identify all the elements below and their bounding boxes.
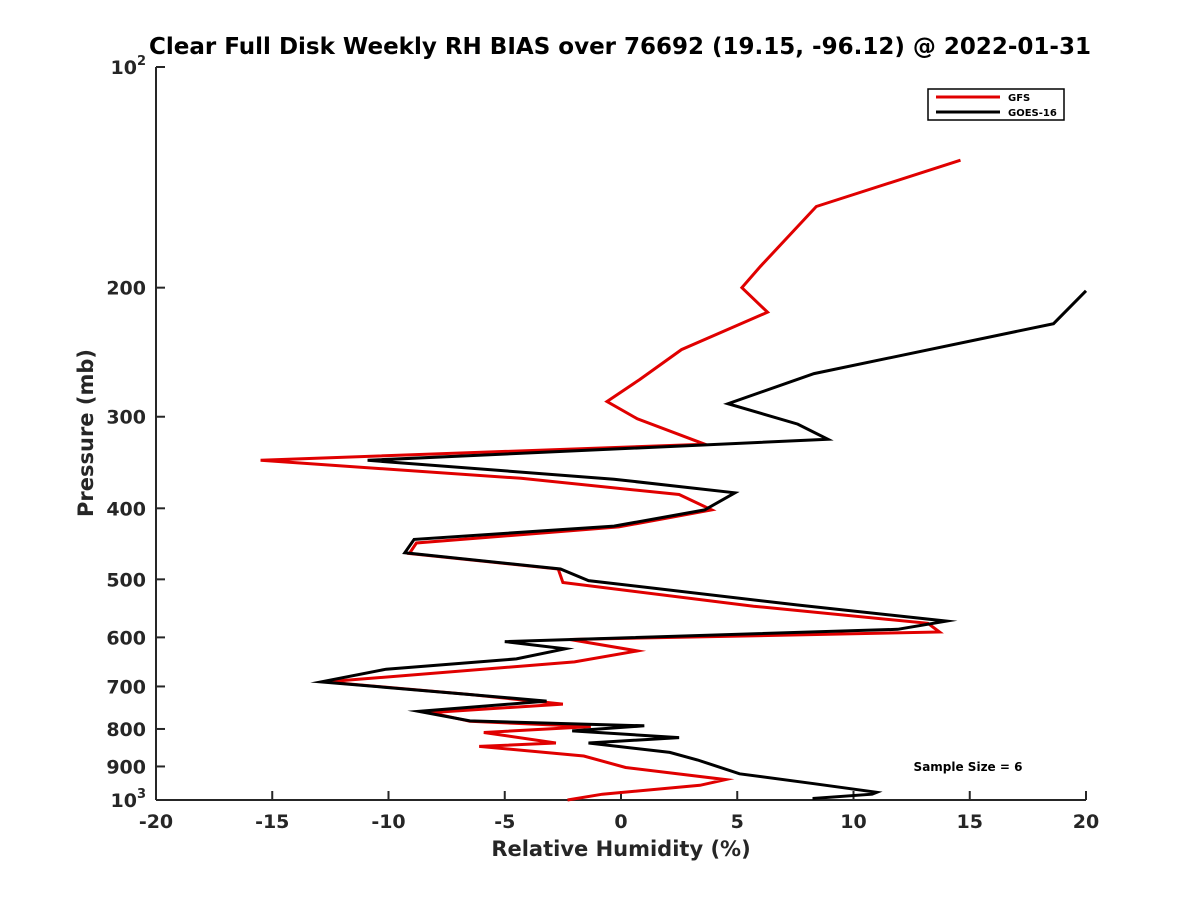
x-tick-label: 10 (840, 811, 866, 833)
y-tick-label: 200 (106, 278, 146, 300)
x-tick-label: 5 (731, 811, 744, 833)
x-tick-label: 0 (614, 811, 627, 833)
y-tick-label: 300 (106, 407, 146, 429)
y-tick-label: 400 (106, 498, 146, 520)
legend: GFS GOES-16 (927, 88, 1065, 121)
axes: -20 -15 -10 -5 0 5 10 15 20 102 200 300 400 500 600 700… (106, 54, 1099, 833)
x-tick-label: -10 (371, 811, 405, 833)
legend-label: GOES-16 (1008, 108, 1057, 119)
x-tick-label: -15 (255, 811, 289, 833)
y-tick-label: 700 (106, 676, 146, 698)
x-axis-label: Relative Humidity (%) (491, 837, 750, 861)
y-tick-label: 103 (111, 787, 147, 812)
y-axis-label: Pressure (mb) (74, 349, 98, 517)
series-line-gfs (260, 158, 961, 802)
x-tick-label: 15 (957, 811, 983, 833)
legend-box (927, 88, 1065, 121)
y-tick-label: 500 (106, 569, 146, 591)
x-tick-label: 20 (1073, 811, 1099, 833)
x-tick-label: -20 (139, 811, 173, 833)
y-tick-label: 600 (106, 627, 146, 649)
x-tick-label: -5 (494, 811, 515, 833)
sample-size-annotation: Sample Size = 6 (914, 760, 1023, 774)
series-layer (260, 158, 1088, 802)
chart-title: Clear Full Disk Weekly RH BIAS over 7669… (149, 34, 1091, 60)
y-tick-label: 102 (111, 54, 147, 79)
y-tick-label: 900 (106, 756, 146, 778)
legend-label: GFS (1008, 93, 1030, 104)
series-line-goes-16 (310, 289, 1088, 800)
y-tick-label: 800 (106, 719, 146, 741)
